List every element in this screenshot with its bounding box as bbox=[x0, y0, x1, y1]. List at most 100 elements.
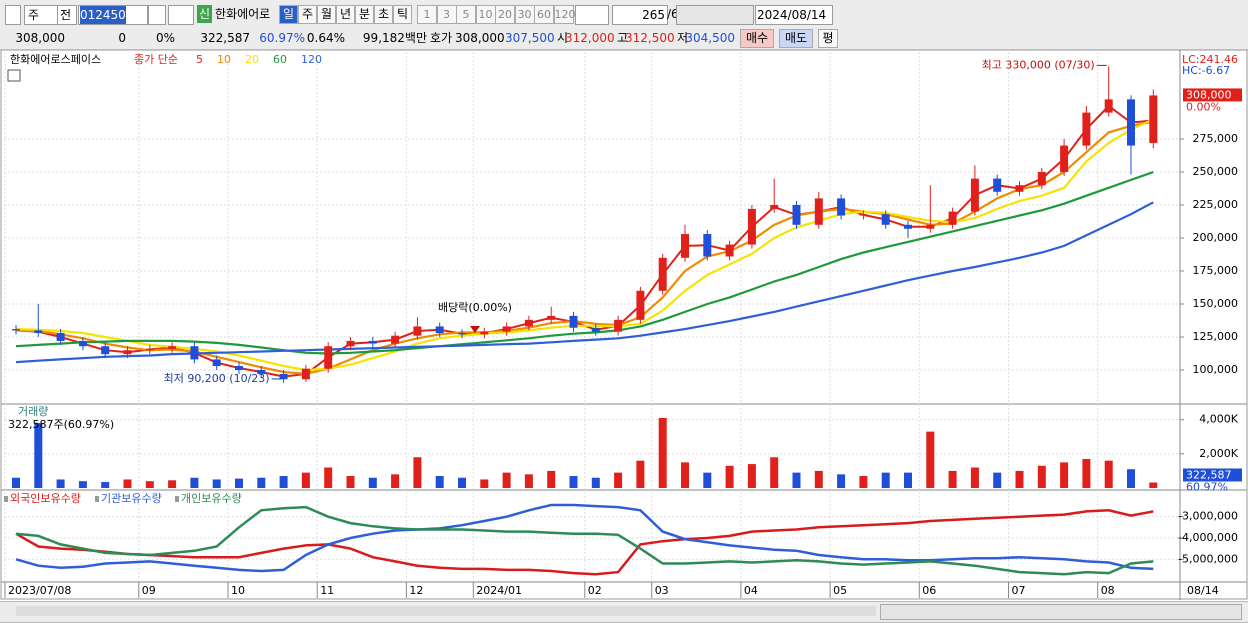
hc-label: HC:-6.67 bbox=[1182, 64, 1230, 77]
sound-button[interactable] bbox=[168, 5, 194, 25]
legend-entry: 기관보유수량 bbox=[101, 492, 162, 505]
count-input[interactable]: 265 bbox=[612, 5, 668, 25]
candle-body bbox=[34, 330, 43, 334]
sell-button[interactable]: 매도 bbox=[779, 29, 813, 48]
price: 308,000 bbox=[15, 31, 65, 45]
volume-bar bbox=[78, 481, 87, 488]
x-tick-label: 10 bbox=[231, 584, 245, 597]
legend-label: 종가 단순 bbox=[134, 53, 178, 66]
period-button[interactable]: 초 bbox=[374, 5, 393, 24]
candle-body bbox=[591, 327, 600, 332]
y-tick-label: -3,000,000 bbox=[1178, 510, 1238, 523]
candle-body bbox=[1149, 95, 1158, 143]
minute-button[interactable]: 30 bbox=[514, 5, 535, 24]
period-button[interactable]: 주 bbox=[298, 5, 317, 24]
y-tick-label: 175,000 bbox=[1193, 264, 1239, 277]
legend-swatch bbox=[4, 496, 8, 502]
candle-body bbox=[56, 333, 65, 341]
minute-button[interactable]: 60 bbox=[534, 5, 554, 24]
candle-body bbox=[368, 340, 377, 344]
y-tick-label: 275,000 bbox=[1193, 132, 1239, 145]
legend-entry: 20 bbox=[245, 53, 259, 66]
volume-bar bbox=[56, 479, 65, 488]
volume-bar bbox=[1060, 462, 1069, 488]
volume-bar bbox=[658, 417, 667, 488]
holding-line bbox=[15, 505, 1154, 576]
candle-body bbox=[636, 290, 645, 320]
period-button[interactable]: 년 bbox=[336, 5, 355, 24]
avg-button[interactable]: 평 bbox=[818, 29, 838, 48]
candle-body bbox=[725, 244, 734, 257]
change-label: 0.00% bbox=[1186, 100, 1221, 113]
panel-title: 거래량 bbox=[18, 405, 48, 418]
volume-bar bbox=[257, 477, 266, 488]
x-tick-label: 04 bbox=[744, 584, 758, 597]
minute-button[interactable]: 20 bbox=[495, 5, 515, 24]
prev: 전 bbox=[60, 8, 72, 22]
search-button[interactable] bbox=[148, 5, 166, 25]
candle-body bbox=[1037, 171, 1046, 186]
minute-button[interactable]: 120 bbox=[553, 5, 576, 24]
date-input[interactable]: 2024/08/14 bbox=[755, 5, 833, 25]
minute-button[interactable]: 3 bbox=[436, 5, 457, 24]
minute-button[interactable]: 1 bbox=[417, 5, 437, 24]
volume-bar bbox=[970, 467, 979, 488]
volume-bar bbox=[480, 479, 489, 488]
candle-body bbox=[547, 315, 556, 320]
code-input[interactable]: 012450 bbox=[78, 5, 148, 25]
quote-bar: 308,000 0 0% 322,587 60.97% 0.64% 99,182… bbox=[0, 28, 1248, 50]
high-label: 고 bbox=[617, 31, 629, 45]
high-annotation: 최고 330,000 (07/30) bbox=[982, 58, 1095, 71]
scroll-track[interactable] bbox=[16, 606, 876, 616]
volume-bar bbox=[837, 474, 846, 488]
candle-body bbox=[123, 350, 132, 355]
panel-subtitle: 322,587주(60.97%) bbox=[8, 418, 114, 431]
volume-bar bbox=[524, 474, 533, 488]
candle-body bbox=[78, 340, 87, 347]
minute-button[interactable]: 5 bbox=[456, 5, 476, 24]
volume-bar bbox=[435, 476, 444, 488]
prev-button[interactable]: 전 bbox=[57, 5, 77, 25]
period-button[interactable]: 일 bbox=[279, 5, 298, 24]
count: 265 bbox=[642, 8, 665, 22]
volume-bar bbox=[391, 474, 400, 488]
tool-icons[interactable] bbox=[676, 5, 754, 25]
candle-body bbox=[212, 359, 221, 367]
buy-button[interactable]: 매수 bbox=[740, 29, 774, 48]
mode-select[interactable]: 주 bbox=[24, 5, 58, 25]
unit-select[interactable] bbox=[575, 5, 609, 25]
x-tick-label: 02 bbox=[588, 584, 602, 597]
minute-button[interactable]: 10 bbox=[475, 5, 496, 24]
new-badge: 신 bbox=[197, 5, 213, 23]
volume-bar bbox=[1104, 460, 1113, 488]
volume-bar bbox=[502, 472, 511, 488]
x-tick-label: 11 bbox=[320, 584, 334, 597]
grid-icon[interactable] bbox=[7, 69, 21, 82]
end-date-label: 08/14 bbox=[1187, 584, 1219, 597]
period-button[interactable]: 월 bbox=[317, 5, 336, 24]
ex-dividend-marker bbox=[470, 326, 480, 333]
zoom-controls[interactable] bbox=[880, 604, 1242, 620]
x-tick-label: 2023/07/08 bbox=[8, 584, 71, 597]
candle-body bbox=[904, 224, 912, 229]
volume-bar bbox=[324, 467, 333, 488]
candle-body bbox=[301, 368, 310, 380]
low-label: 저 bbox=[677, 31, 689, 45]
x-tick-label: 07 bbox=[1012, 584, 1026, 597]
y-tick-label: 100,000 bbox=[1193, 363, 1239, 376]
volume-bar bbox=[725, 465, 734, 488]
volume-bar bbox=[904, 472, 912, 488]
candle-body bbox=[346, 340, 355, 347]
volume-bar bbox=[881, 472, 890, 488]
volume-bar bbox=[1015, 470, 1024, 488]
window-icon[interactable] bbox=[5, 5, 21, 25]
volume: 322,587 bbox=[200, 31, 250, 45]
period-button[interactable]: 분 bbox=[355, 5, 374, 24]
candle-body bbox=[235, 366, 243, 370]
period-button[interactable]: 틱 bbox=[393, 5, 412, 24]
volume-bar bbox=[279, 476, 288, 488]
y-tick-label: 250,000 bbox=[1193, 165, 1239, 178]
change: 0 bbox=[118, 31, 126, 45]
